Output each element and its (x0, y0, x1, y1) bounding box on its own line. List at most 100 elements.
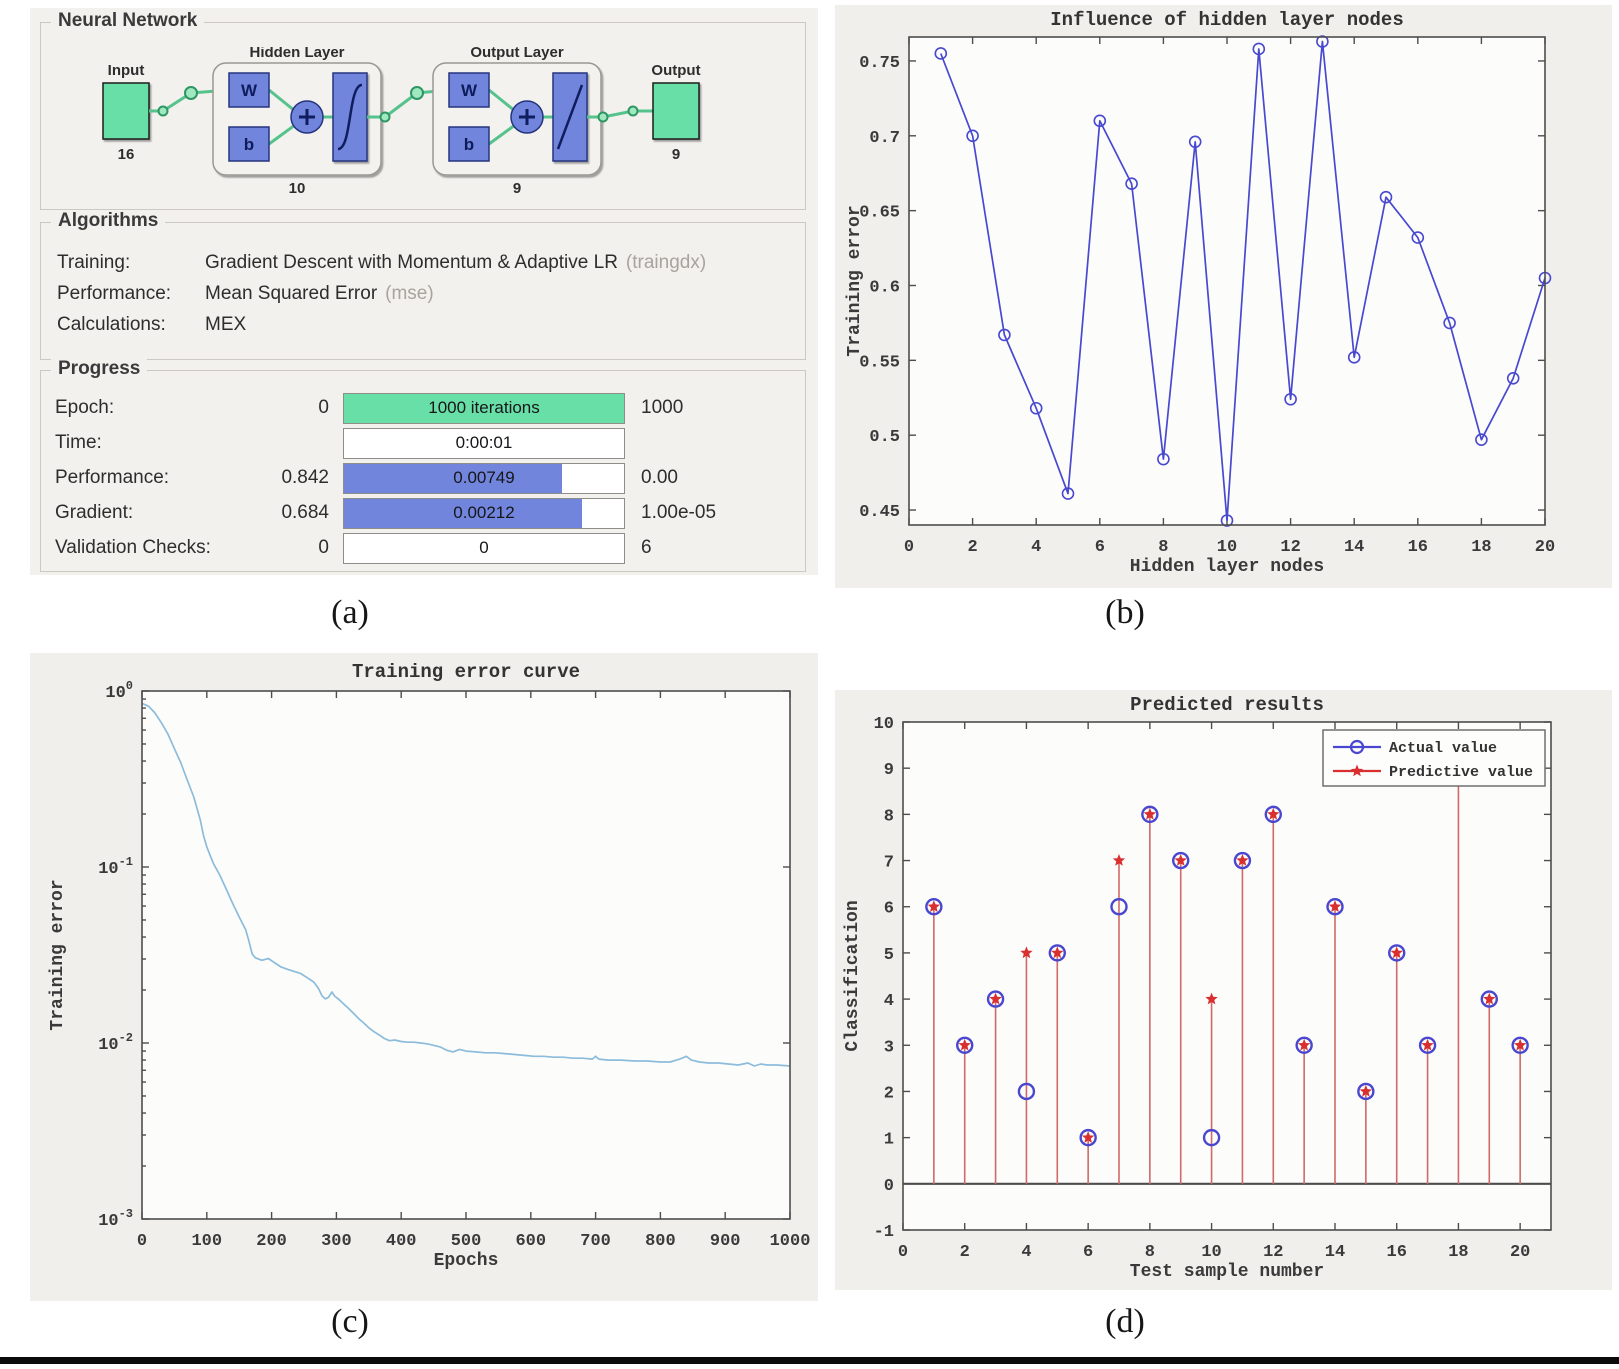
gradient-bar-text: 0.00212 (453, 503, 515, 522)
algorithm-row-performance: Performance: Mean Squared Error (mse) (57, 278, 795, 309)
input-block (102, 82, 150, 140)
validation-bar-text: 0 (479, 538, 489, 557)
chart-title: Influence of hidden layer nodes (1050, 9, 1403, 31)
legend: Actual value Predictive value (1322, 729, 1546, 787)
time-progress-bar: 0:00:01 (343, 428, 625, 459)
axes-frame (902, 721, 1552, 1231)
y-tick-label: 0 (884, 1177, 894, 1196)
y-tick-label: 4 (884, 992, 894, 1011)
x-tick-label: 16 (1387, 1243, 1407, 1262)
performance-row-label: Performance: (55, 467, 170, 488)
epoch-label: Epoch: (55, 397, 115, 418)
legend-box (1322, 729, 1546, 787)
legend-star-icon (1350, 764, 1364, 777)
data-point-marker (934, 47, 948, 60)
actual-circle-marker (1172, 851, 1190, 870)
y-tick-label: 10-3 (98, 1207, 133, 1231)
actual-circle-marker (1511, 1036, 1529, 1054)
junction-dot (597, 111, 609, 123)
x-tick-label: 10 (1217, 538, 1237, 557)
x-tick-label: 0 (904, 538, 914, 557)
neural-network-diagram: Input 16 Hidden Layer W b (102, 47, 701, 197)
y-tick-label: 3 (884, 1038, 894, 1057)
legend-circle-icon (1349, 739, 1365, 755)
output-nodes-count: 9 (513, 180, 521, 197)
predictive-star-marker (1267, 807, 1280, 820)
junction-dot (410, 86, 424, 100)
x-axis-label: Epochs (434, 1251, 499, 1271)
data-point-marker (1443, 316, 1456, 330)
calculations-label: Calculations: (57, 314, 166, 335)
junction-dot (379, 111, 391, 123)
x-tick-label: 300 (321, 1232, 352, 1251)
neural-network-groupbox: Neural Network Input 16 Hidden La (40, 10, 806, 210)
output-size: 9 (672, 146, 680, 163)
output-block (652, 82, 700, 140)
y-tick-label: 9 (884, 761, 894, 780)
nntraintool-window: Neural Network Input 16 Hidden La (30, 8, 818, 575)
caption-c: (c) (331, 1303, 369, 1340)
junction-dot (157, 105, 169, 117)
data-line (141, 702, 791, 1067)
x-tick-label: 14 (1325, 1243, 1345, 1262)
gradient-start-value: 0.684 (281, 502, 329, 523)
performance-goal-value: 0.00 (641, 467, 678, 488)
predictive-star-marker (1421, 1038, 1434, 1051)
input-label: Input (108, 62, 145, 79)
junction-dot (184, 86, 198, 100)
predictive-star-marker (1020, 946, 1033, 959)
y-tick-label: 0.75 (859, 54, 900, 73)
data-point-marker (966, 129, 979, 143)
data-line (940, 40, 1546, 522)
actual-circle-marker (1110, 898, 1128, 916)
data-point-marker (1411, 231, 1425, 244)
algorithms-groupbox: Algorithms Training: Gradient Descent wit… (40, 210, 806, 360)
y-tick-label: 10-2 (98, 1031, 133, 1055)
progress-row-gradient: Gradient: 0.684 0.00212 1.00e-05 (41, 498, 805, 529)
validation-max-value: 6 (641, 537, 652, 558)
algorithm-row-calculations: Calculations: MEX (57, 309, 795, 340)
actual-circle-marker (1480, 990, 1498, 1008)
data-point-marker (1029, 401, 1043, 415)
neural-network-group-title: Neural Network (51, 10, 205, 32)
axes-frame (141, 690, 791, 1220)
predictive-star-marker (1328, 900, 1342, 912)
actual-circle-marker (986, 990, 1005, 1008)
training-error-curve-chart: 0 100 200 300 400 500 600 700 800 900 1000 100 10-1 1… (30, 653, 818, 1301)
y-tick-label: 10 (874, 715, 894, 734)
x-tick-label: 12 (1263, 1243, 1283, 1262)
output-label: Output (651, 62, 700, 79)
x-tick-label: 18 (1471, 538, 1491, 557)
y-axis-label: Classification (843, 900, 863, 1051)
performance-start-value: 0.842 (281, 467, 329, 488)
data-point-marker (1379, 190, 1393, 204)
training-value: Gradient Descent with Momentum & Adaptiv… (205, 252, 618, 273)
predictive-star-marker (989, 992, 1002, 1005)
predictive-star-marker (1297, 1038, 1311, 1051)
algorithms-rows: Training: Gradient Descent with Momentum … (57, 247, 795, 340)
validation-progress-bar: 0 (343, 533, 625, 564)
x-tick-label: 6 (1095, 538, 1105, 557)
x-tick-label: 700 (580, 1232, 611, 1251)
predictive-star-marker (1236, 854, 1249, 866)
data-point-marker (1061, 487, 1075, 500)
x-tick-label: 4 (1031, 538, 1041, 557)
y-tick-label: 6 (884, 900, 894, 919)
x-tick-label: 8 (1158, 538, 1168, 557)
y-tick-label: 5 (884, 946, 894, 965)
caption-d: (d) (1105, 1303, 1145, 1340)
predictive-star-marker (1051, 946, 1064, 959)
predictive-star-marker (1143, 807, 1157, 820)
performance-bar-text: 0.00749 (453, 468, 515, 487)
x-tick-label: 400 (386, 1232, 417, 1251)
data-point-marker (1252, 42, 1266, 56)
validation-start-value: 0 (318, 537, 329, 558)
y-tick-label: 7 (884, 854, 894, 873)
predicted-results-chart: 0 2 4 6 8 10 12 14 16 18 20 -1 0 1 2 3 4 5 6 7 8 9 10 Actual va… (835, 690, 1612, 1290)
y-tick-label: 2 (884, 1084, 894, 1103)
x-tick-label: 6 (1083, 1243, 1093, 1262)
x-tick-label: 14 (1344, 538, 1364, 557)
hidden-bias-letter: b (244, 135, 254, 154)
output-bias-block (448, 126, 490, 162)
time-label: Time: (55, 432, 102, 453)
